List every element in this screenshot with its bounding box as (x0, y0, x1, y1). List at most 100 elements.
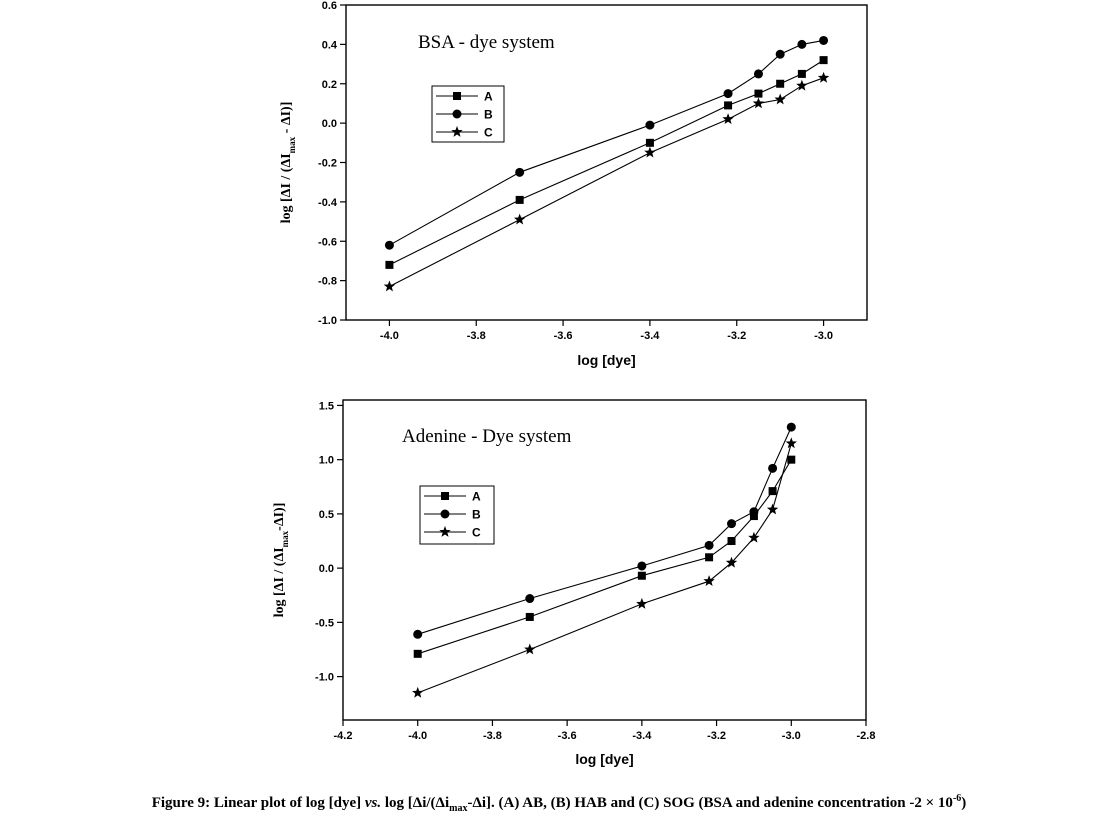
x-tick-label: -3.4 (632, 730, 652, 742)
x-tick-label: -3.0 (814, 330, 833, 342)
data-point-C (722, 113, 734, 125)
data-point-B (727, 519, 737, 529)
data-point-C (524, 643, 536, 655)
y-axis-label: log [ΔI / (ΔImax - ΔI)] (279, 102, 297, 224)
data-point-A (787, 455, 796, 464)
figure-canvas: -1.0 -0.8 -0.6 -0.4 -0.2 0.0 0.2 0.4 0.6 -4.0 -3.8… (272, 0, 876, 767)
chart-title: BSA - dye system (418, 32, 555, 53)
legend-label: B (484, 108, 493, 122)
caption-text-2: log [Δi/(Δi (381, 795, 450, 811)
x-tick-label: -3.2 (707, 730, 726, 742)
figure-caption: Figure 9: Linear plot of log [dye] vs. l… (0, 793, 1118, 814)
data-point-C (513, 213, 526, 225)
x-tick-label: -4.0 (380, 330, 399, 342)
data-point-C (766, 503, 779, 515)
x-tick-label: -3.4 (640, 330, 660, 342)
chart-title: Adenine - Dye system (402, 426, 572, 447)
data-point-B (723, 89, 733, 99)
legend-label: C (472, 526, 481, 540)
caption-text-1: Figure 9: Linear plot of log [dye] (151, 795, 365, 811)
chart-panel-2: -1.0 -0.5 0.0 0.5 1.0 1.5 -4.2 -4.0 -3.8 -3.6 -3.4… (272, 399, 876, 767)
data-point-B (525, 594, 535, 604)
data-point-B (384, 240, 394, 250)
y-tick-label: -1.0 (315, 672, 334, 684)
legend-square-marker (441, 492, 449, 500)
data-point-C (748, 531, 760, 543)
legend-label: B (472, 508, 481, 522)
y-tick-label: 0.0 (319, 563, 334, 575)
data-point-C (752, 97, 765, 109)
y-tick-label: 0.2 (322, 79, 337, 91)
legend-square-marker (453, 92, 461, 100)
data-point-B (786, 422, 796, 432)
series-line-A (417, 459, 792, 655)
x-axis-label: log [dye] (575, 751, 633, 767)
chart-panel-1: -1.0 -0.8 -0.6 -0.4 -0.2 0.0 0.2 0.4 0.6 -4.0 -3.8… (279, 0, 868, 368)
data-point-B (753, 69, 763, 79)
data-point-A (645, 138, 654, 147)
data-point-C (703, 575, 715, 587)
legend-box (419, 485, 495, 545)
y-tick-label: -1.0 (318, 315, 337, 327)
data-point-C (636, 597, 648, 609)
y-axis-label: log [ΔI / (ΔImax-ΔI)] (272, 503, 290, 618)
y-tick-label: -0.5 (315, 617, 334, 629)
data-point-B (645, 120, 655, 130)
x-tick-label: -3.0 (782, 730, 801, 742)
data-point-C (796, 79, 808, 91)
legend-star-marker (439, 526, 451, 537)
x-tick-label: -3.8 (483, 730, 502, 742)
data-point-A (819, 56, 828, 65)
data-point-B (768, 463, 778, 473)
caption-vs: vs. (364, 795, 382, 811)
data-point-C (725, 556, 738, 568)
y-tick-label: 0.0 (322, 118, 337, 130)
data-point-A (525, 612, 534, 621)
legend: ABC (431, 85, 505, 143)
legend-label: A (484, 90, 493, 104)
data-point-A (385, 260, 394, 269)
y-tick-label: -0.4 (318, 197, 338, 209)
x-tick-label: -3.2 (727, 330, 746, 342)
x-tick-label: -2.8 (857, 730, 876, 742)
data-point-A (515, 195, 524, 204)
data-point-C (817, 71, 830, 83)
data-point-C (383, 280, 396, 292)
series-line-C (417, 443, 792, 694)
legend-label: C (484, 126, 493, 140)
legend-circle-marker (440, 509, 450, 519)
data-point-B (819, 35, 829, 45)
plot-frame (342, 399, 867, 721)
caption-subscript: max (449, 803, 468, 814)
data-point-B (797, 39, 807, 49)
y-tick-label: 0.4 (322, 39, 338, 51)
series-C (383, 71, 830, 292)
data-point-B (637, 561, 647, 571)
series-B (384, 35, 829, 250)
legend-label: A (472, 490, 481, 504)
data-point-A (797, 69, 806, 78)
legend-star-marker (451, 126, 463, 137)
data-point-A (754, 89, 763, 98)
y-tick-label: -0.2 (318, 158, 337, 170)
y-tick-label: -0.6 (318, 236, 337, 248)
caption-text-4: ) (961, 795, 967, 811)
x-tick-label: -3.8 (467, 330, 486, 342)
y-tick-label: 0.5 (319, 509, 334, 521)
series-C (412, 437, 797, 698)
x-tick-label: -3.6 (558, 730, 577, 742)
y-tick-label: -0.8 (318, 276, 337, 288)
data-point-A (727, 537, 736, 546)
data-point-B (775, 49, 785, 59)
x-tick-label: -4.0 (408, 730, 427, 742)
legend-circle-marker (452, 109, 462, 119)
y-tick-label: 0.6 (322, 0, 337, 12)
series-A (385, 56, 828, 269)
legend: ABC (419, 485, 495, 545)
series-line-B (417, 426, 792, 635)
y-tick-label: 1.0 (319, 455, 334, 467)
data-point-B (413, 629, 423, 639)
data-point-C (774, 93, 786, 105)
series-B (413, 422, 796, 639)
data-point-B (515, 167, 525, 177)
